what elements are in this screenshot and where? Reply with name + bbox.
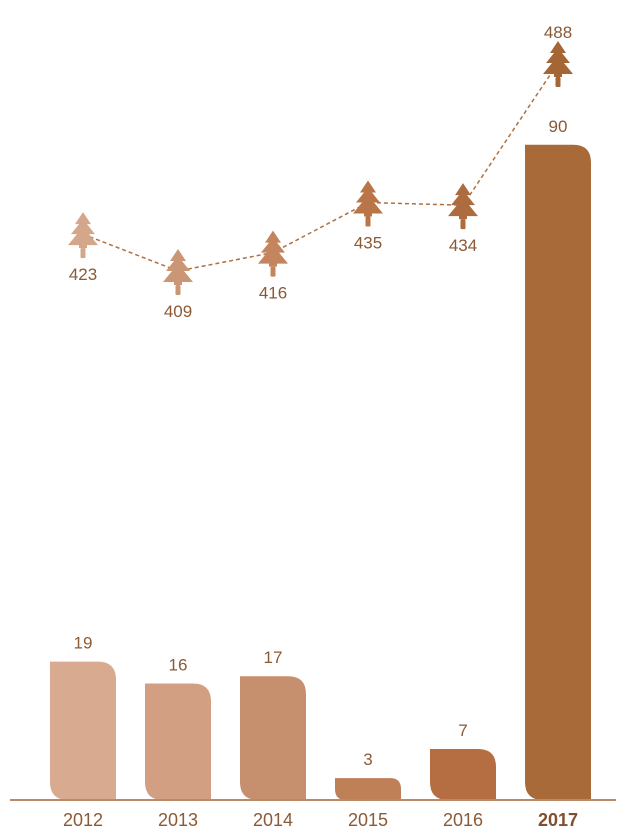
bar-2014: [240, 676, 306, 800]
tree-icon-2013: [163, 249, 193, 285]
tree-trunk-2014: [270, 266, 276, 277]
tree-trunk-2016: [460, 219, 466, 230]
line-value-label-2014: 416: [259, 284, 287, 303]
bar-value-label-2017: 90: [549, 117, 568, 136]
tree-trunk-2013: [175, 285, 181, 295]
line-marker-2015: [353, 180, 383, 227]
line-marker-2016: [448, 183, 478, 230]
bar-value-label-2014: 17: [264, 648, 283, 667]
line-value-label-2013: 409: [164, 302, 192, 321]
x-tick-label-2014: 2014: [253, 810, 293, 830]
axis-layer: 2012 2013 2014 2015 2016 2017: [10, 799, 616, 830]
bar-2016: [430, 749, 496, 800]
bar-2015: [335, 778, 401, 800]
x-tick-label-2016: 2016: [443, 810, 483, 830]
tree-icon-2015: [353, 180, 383, 217]
tree-icon-2014: [258, 230, 288, 267]
tree-trunk-2012: [80, 248, 86, 259]
line-value-label-2012: 423: [69, 265, 97, 284]
labels-layer: 19 423 16 409 17 416 3 435 7 434 90 488: [69, 23, 572, 769]
line-value-label-2015: 435: [354, 234, 382, 253]
line-marker-2017: [543, 41, 573, 87]
tree-icon-2016: [448, 183, 478, 220]
tree-trunk-2017: [555, 77, 561, 87]
line-value-label-2017: 488: [544, 23, 572, 42]
tree-trunk-2015: [365, 216, 371, 227]
tree-icon-2017: [543, 41, 573, 77]
bars-layer: [50, 144, 591, 801]
x-tick-label-2012: 2012: [63, 810, 103, 830]
x-tick-label-2017: 2017: [538, 810, 578, 830]
bar-2013: [145, 683, 211, 800]
x-tick-label-2013: 2013: [158, 810, 198, 830]
bar-value-label-2015: 3: [363, 750, 372, 769]
line-marker-2014: [258, 230, 288, 277]
tree-icon-2012: [68, 212, 98, 249]
connector-layer: [82, 62, 559, 272]
line-marker-2013: [163, 249, 193, 295]
line-value-label-2016: 434: [449, 236, 477, 255]
bar-2017: [525, 144, 591, 801]
line-marker-2012: [68, 212, 98, 259]
bar-value-label-2016: 7: [458, 721, 467, 740]
x-tick-label-2015: 2015: [348, 810, 388, 830]
bar-2012: [50, 661, 116, 800]
bar-value-label-2013: 16: [169, 656, 188, 675]
bar-value-label-2012: 19: [74, 634, 93, 653]
markers-layer: [68, 41, 573, 295]
line-connector: [82, 62, 559, 272]
